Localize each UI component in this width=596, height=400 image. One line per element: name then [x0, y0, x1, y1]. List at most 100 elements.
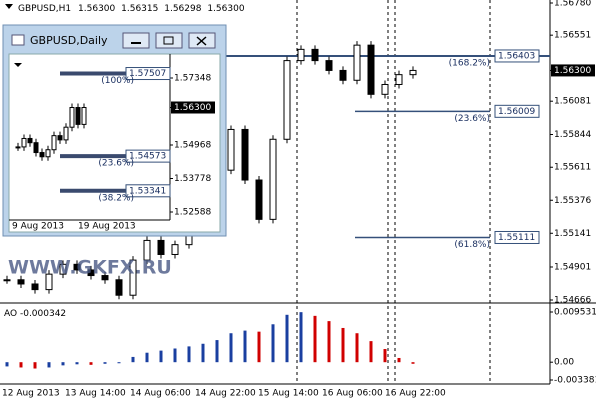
window-icon: [11, 34, 25, 46]
ao-bar: [117, 362, 121, 364]
candle-body: [409, 69, 417, 76]
ao-bar: [33, 362, 37, 369]
x-tick-label: 14 Aug 06:00: [130, 389, 191, 399]
candle-body: [143, 239, 151, 261]
ao-bar: [173, 348, 177, 363]
candle-body: [115, 279, 123, 296]
minimize-button[interactable]: [122, 32, 150, 49]
fib-percent-label: (38.2%): [98, 193, 134, 203]
candle-body: [395, 74, 403, 85]
y-tick-label: 1.54901: [554, 262, 591, 272]
candle-body: [269, 138, 277, 220]
current-price-box: [551, 64, 595, 77]
candle-body: [129, 259, 137, 296]
ao-bar: [145, 352, 149, 363]
y-tick-label: 1.55141: [554, 229, 591, 239]
candle-body: [81, 107, 87, 125]
ao-bar: [131, 356, 135, 363]
ao-bar: [397, 357, 401, 363]
candle-body: [59, 263, 67, 275]
candle-body: [33, 142, 39, 154]
fib-price-box: [494, 49, 540, 63]
x-tick-label: 12 Aug 2013: [2, 389, 60, 399]
fib-price-box: [125, 67, 171, 81]
y-tick-label: 1.56081: [554, 97, 591, 107]
maximize-button[interactable]: [155, 32, 183, 49]
ao-bar: [411, 362, 415, 364]
ao-bar: [271, 324, 275, 363]
inset-menu-arrow[interactable]: [14, 63, 22, 67]
ao-bar: [187, 346, 191, 363]
y-tick-label: 1.56551: [554, 31, 591, 41]
candle-body: [381, 83, 389, 95]
y-tick-label: 1.53778: [174, 174, 211, 184]
current-price-box: [171, 101, 215, 114]
candle-body: [241, 128, 249, 181]
current-price-label: 1.56300: [174, 103, 211, 113]
ao-bar: [341, 327, 345, 363]
ao-bar: [215, 340, 219, 363]
ao-bar: [257, 331, 261, 363]
ao-bar: [299, 312, 303, 363]
y-tick-label: 1.57348: [174, 74, 211, 84]
x-tick-label: 16 Aug 22:00: [385, 389, 446, 399]
candle-body: [157, 239, 165, 255]
window-body: [8, 53, 221, 233]
y-tick-label: 1.54666: [554, 296, 591, 306]
watermark: WWW.GKFX.RU: [8, 257, 172, 279]
candle-body: [21, 137, 27, 148]
candle-body: [63, 126, 69, 141]
candle-body: [17, 279, 25, 285]
ao-bar: [47, 362, 51, 368]
ao-bar: [285, 314, 289, 363]
candle-body: [255, 179, 263, 220]
candle-body: [3, 279, 11, 282]
fib-price-label: 1.53341: [129, 186, 166, 196]
x-tick-label: 9 Aug 2013: [12, 222, 64, 232]
candle-body: [339, 69, 347, 81]
y-tick-label: 0.009531: [554, 308, 596, 318]
candle-body: [283, 60, 291, 140]
window-buttons[interactable]: [122, 32, 216, 49]
candle-body: [45, 149, 51, 158]
candle-body: [39, 152, 45, 158]
x-tick-label: 19 Aug 2013: [78, 222, 136, 232]
ao-bar: [61, 362, 65, 366]
y-tick-label: 0.00: [554, 358, 574, 368]
current-price-label: 1.56300: [554, 66, 591, 76]
candle-body: [171, 244, 179, 255]
candle-body: [69, 107, 75, 128]
y-tick-label: 1.54968: [174, 141, 211, 151]
ao-bar: [5, 362, 9, 367]
fib-price-label: 1.54573: [129, 152, 166, 162]
candle-body: [227, 128, 235, 171]
ao-bar: [327, 321, 331, 363]
menu-arrow[interactable]: [5, 4, 13, 9]
fib-price-box: [494, 104, 540, 118]
ao-bar: [243, 330, 247, 363]
fib-percent-label: (61.8%): [454, 240, 490, 250]
window-title: GBPUSD,Daily: [30, 34, 108, 47]
ao-bar: [75, 362, 79, 365]
fib-price-box: [125, 184, 171, 198]
candle-body: [57, 135, 63, 141]
candle-body: [75, 107, 81, 125]
fib-price-label: 1.56009: [498, 107, 535, 117]
candle-body: [367, 44, 375, 95]
candle-body: [51, 135, 57, 151]
ao-bar: [19, 362, 23, 368]
candle-body: [325, 60, 333, 71]
header: GBPUSD,H1 1.56300 1.56315 1.56298 1.5630…: [18, 4, 245, 14]
ao-bar: [229, 333, 233, 363]
x-tick-label: 13 Aug 14:00: [65, 389, 126, 399]
y-tick-label: -0.003381: [554, 376, 596, 386]
candle-body: [27, 137, 33, 144]
candle-body: [31, 283, 39, 291]
candle-body: [353, 44, 361, 81]
ao-bar: [369, 341, 373, 363]
fib-price-label: 1.56403: [498, 51, 535, 61]
fib-price-label: 1.57507: [129, 69, 166, 79]
candle-body: [101, 275, 109, 281]
